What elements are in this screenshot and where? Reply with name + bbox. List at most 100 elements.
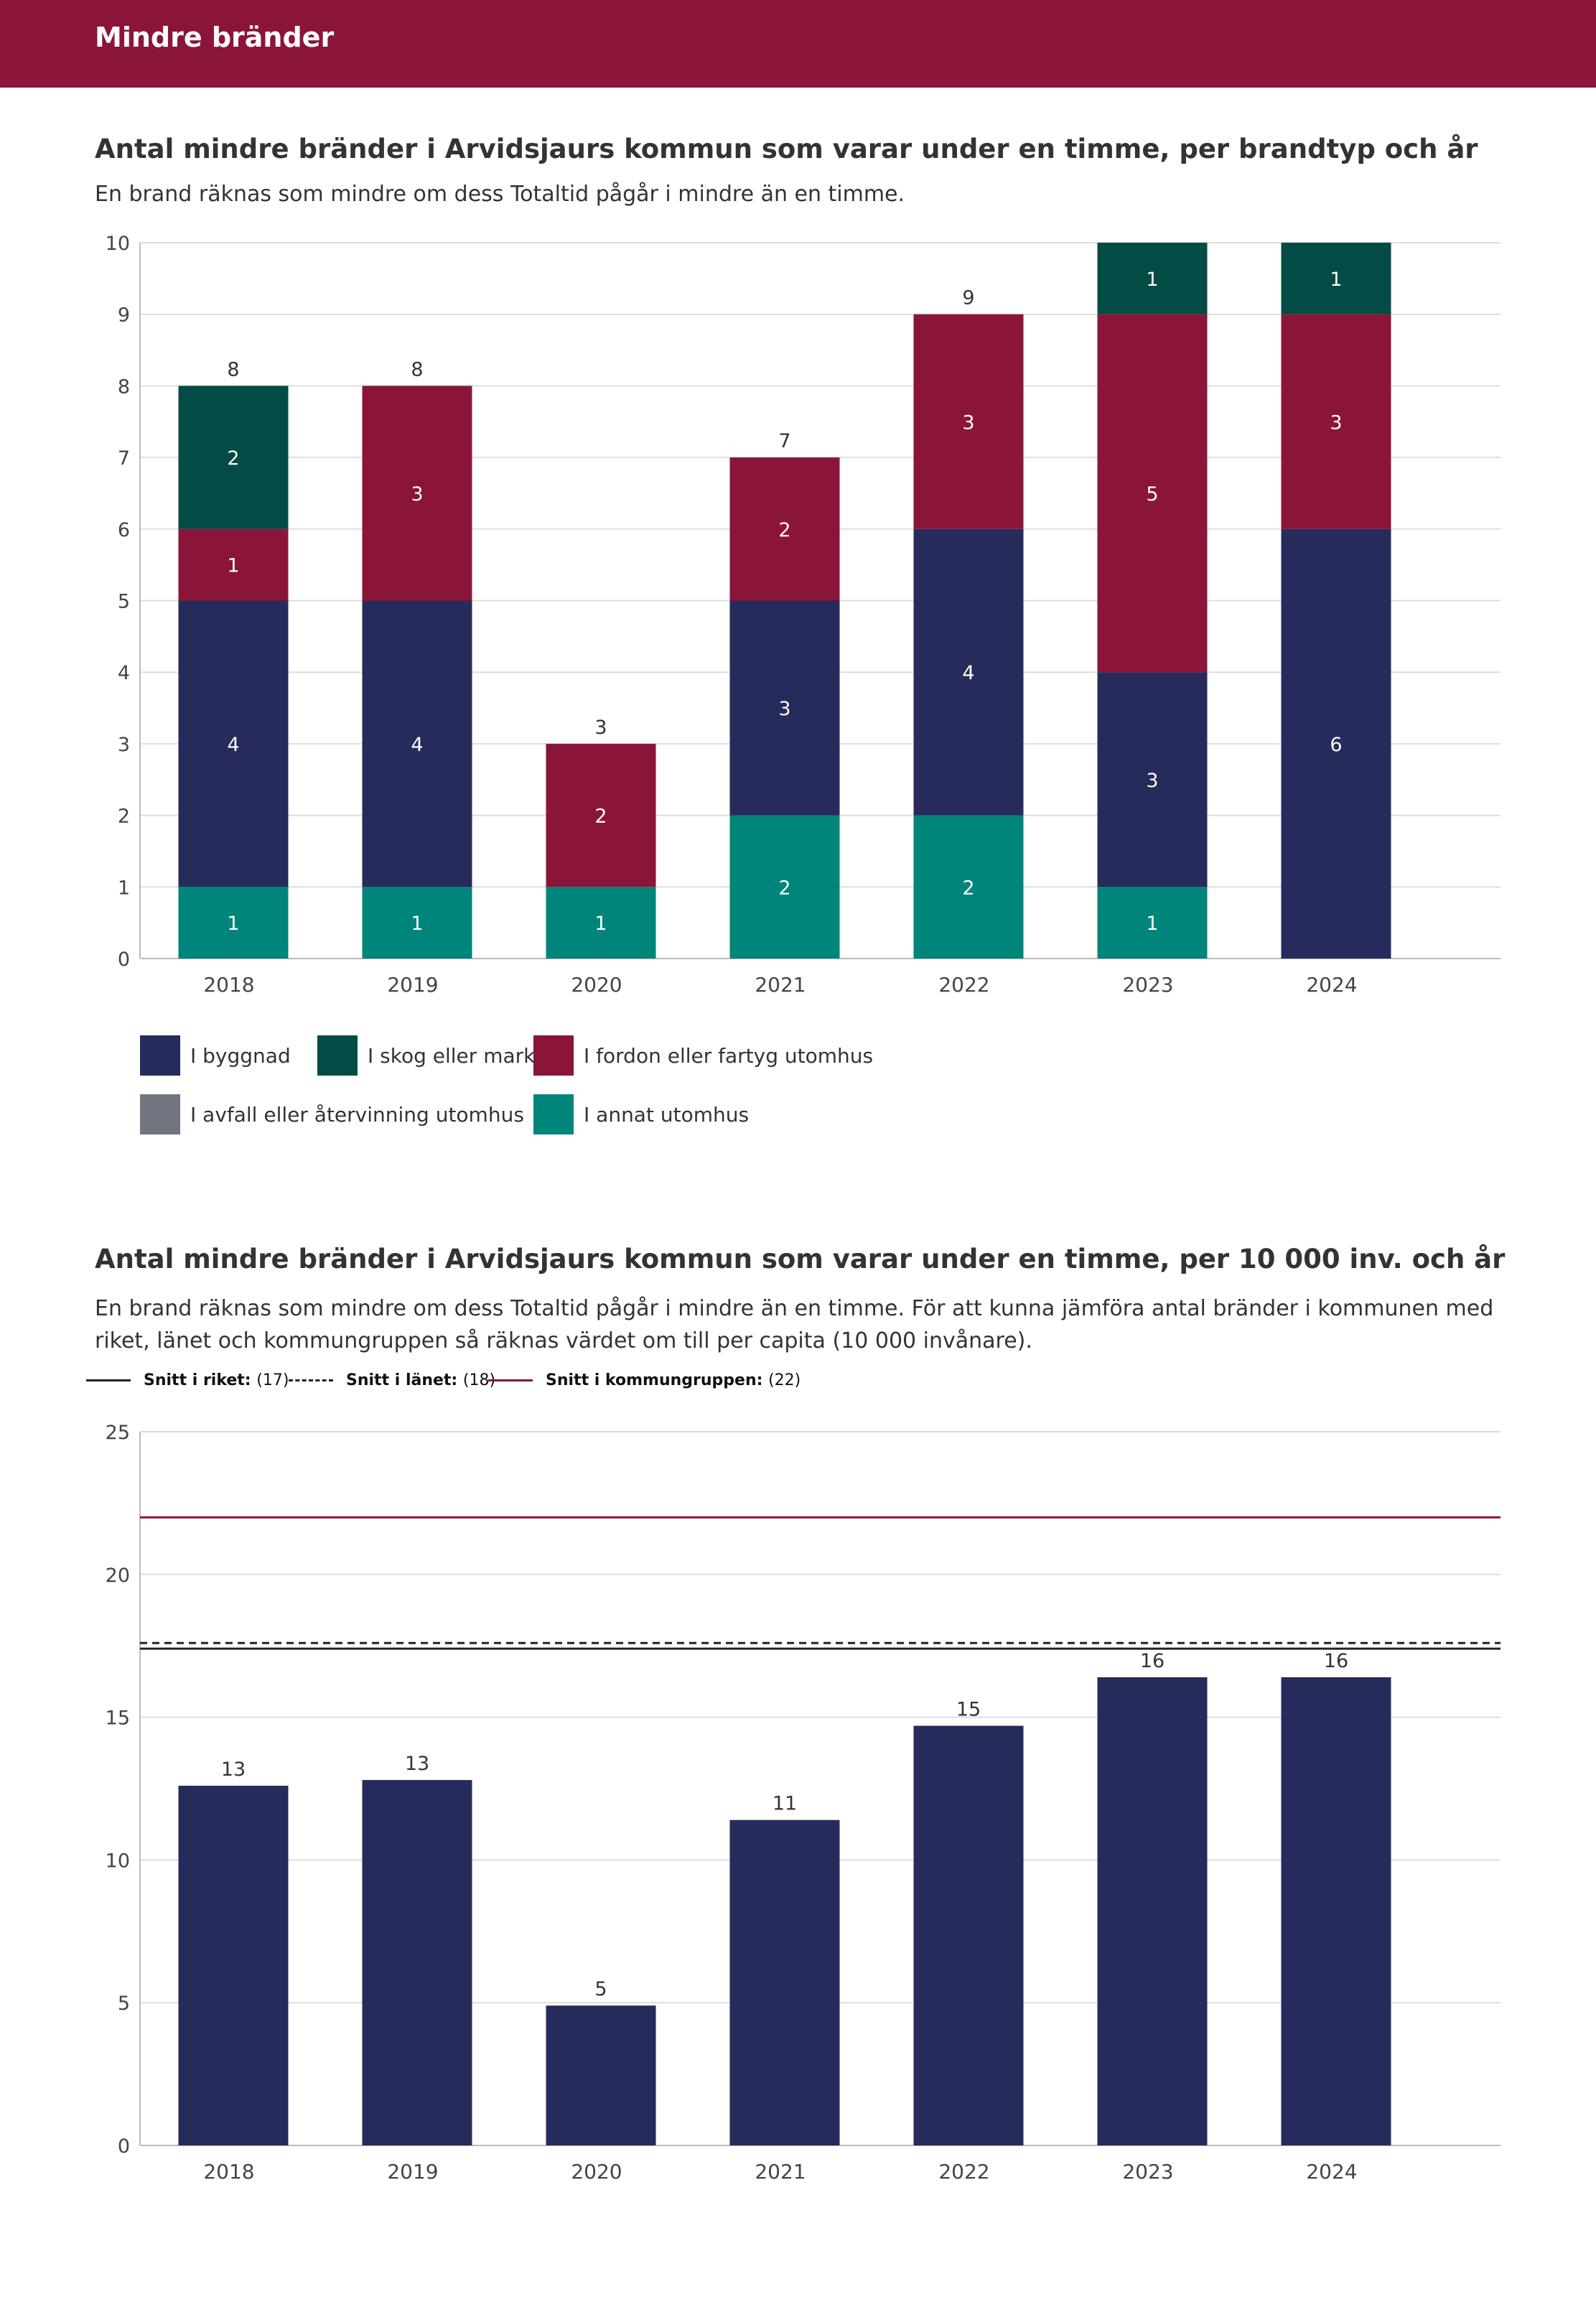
chart2-xtick-label: 2023 (1122, 2160, 1173, 2184)
chart2-ytick-label: 20 (106, 1565, 130, 1587)
chart2-xtick-label: 2019 (387, 2160, 438, 2184)
chart1-bar-fordon (913, 314, 1024, 529)
chart1-bar-fordon (546, 743, 656, 887)
chart1-bar-fordon (178, 528, 289, 601)
chart1-xtick-label: 2023 (1122, 973, 1173, 997)
chart2-bar (1281, 1677, 1391, 2145)
chart1-segment-label: 2 (227, 447, 239, 470)
chart1-bar-byggnad (913, 528, 1024, 816)
chart2-ytick-label: 25 (106, 1422, 130, 1444)
chart2-bar-label: 15 (956, 1699, 981, 1721)
chart1-bar-byggnad (729, 600, 840, 816)
chart2-bar (913, 1725, 1024, 2145)
chart2-bar (729, 1819, 840, 2145)
chart2-bar (362, 1780, 472, 2145)
chart2-bar-label: 11 (773, 1793, 797, 1815)
chart1-segment-label: 1 (1330, 269, 1342, 291)
chart1-segment-label: 4 (227, 734, 239, 756)
legend-item-skog: I skog eller mark (317, 1035, 535, 1076)
legend-label-fordon: I fordon eller fartyg utomhus (584, 1043, 874, 1068)
chart1-segment-label: 1 (1146, 269, 1158, 291)
chart1-segment-label: 2 (962, 877, 974, 899)
chart2-bar-label: 13 (405, 1753, 429, 1775)
chart1-bar-skog (1281, 243, 1391, 314)
legend-value-riket: (17) (256, 1371, 289, 1389)
legend-riket: Snitt i riket: (17) (86, 1371, 289, 1389)
chart1-segment-label: 2 (778, 877, 790, 899)
chart1-ytick-label: 8 (118, 376, 130, 398)
legend-label-riket: Snitt i riket: (17) (144, 1371, 289, 1389)
chart1-bar-fordon (362, 386, 472, 601)
chart1-ytick-label: 3 (118, 734, 130, 756)
chart2-bar (1097, 1677, 1208, 2145)
chart1-bar-fordon (729, 457, 840, 601)
chart2-title: Antal mindre bränder i Arvidsjaurs kommu… (95, 1244, 1506, 1274)
chart1-bar-fordon (1281, 314, 1391, 529)
chart2-bar (546, 2005, 656, 2145)
chart1-ytick-label: 1 (118, 877, 130, 899)
chart1-bar-annat (729, 815, 840, 959)
chart1-bar-skog (1097, 243, 1208, 314)
chart1-bar-byggnad (1097, 672, 1208, 887)
chart1-bar-annat (546, 887, 656, 959)
legend-swatch-byggnad (140, 1035, 180, 1076)
legend-swatch-skog (317, 1035, 358, 1076)
legend-name-kommungrupp: Snitt i kommungruppen: (546, 1371, 763, 1389)
chart1-bar-annat (362, 887, 472, 959)
legend-item-annat: I annat utomhus (533, 1094, 749, 1134)
chart1-xtick-label: 2018 (203, 973, 254, 997)
legend-label-kommungrupp: Snitt i kommungruppen: (22) (546, 1371, 801, 1389)
chart1-bar-skog (178, 386, 289, 529)
legend-name-lanet: Snitt i länet: (346, 1371, 458, 1389)
chart1-segment-label: 3 (1146, 770, 1158, 792)
chart2-ytick-label: 15 (106, 1707, 130, 1730)
chart2-xtick-label: 2020 (571, 2160, 622, 2184)
chart1-title: Antal mindre bränder i Arvidsjaurs kommu… (95, 134, 1478, 164)
chart1-segment-label: 4 (962, 662, 974, 684)
chart1-ytick-label: 7 (118, 447, 130, 470)
chart1-ytick-label: 4 (118, 662, 130, 684)
chart1-segment-label: 5 (1146, 483, 1158, 505)
legend-item-byggnad: I byggnad (140, 1035, 291, 1076)
chart1-segment-label: 4 (411, 734, 423, 756)
legend-item-fordon: I fordon eller fartyg utomhus (533, 1035, 873, 1076)
chart1-segment-label: 1 (227, 913, 239, 935)
chart1-segment-label: 3 (778, 698, 790, 720)
chart2-bar-label: 13 (221, 1758, 246, 1781)
chart1-bar-annat (1097, 887, 1208, 959)
chart1-segment-label: 3 (962, 411, 974, 434)
legend-swatch-annat (533, 1094, 574, 1134)
chart1-total-label: 3 (594, 717, 607, 739)
chart2-ytick-label: 10 (106, 1850, 130, 1872)
chart1-total-label: 8 (227, 358, 239, 381)
chart1-xtick-label: 2019 (387, 973, 438, 997)
page-title: Mindre bränder (95, 22, 335, 53)
legend-swatch-fordon (533, 1035, 574, 1076)
chart2-bar (178, 1786, 289, 2145)
legend-kommungrupp: Snitt i kommungruppen: (22) (488, 1371, 801, 1389)
chart1-ytick-label: 2 (118, 806, 130, 828)
chart1-ytick-label: 10 (106, 233, 130, 255)
legend-label-skog: I skog eller mark (368, 1043, 536, 1068)
chart1-legend: I byggnad I skog eller mark I fordon ell… (140, 1035, 930, 1157)
legend-label-lanet: Snitt i länet: (18) (346, 1371, 495, 1389)
legend-line-lanet (289, 1379, 333, 1381)
chart1-segment-label: 1 (1146, 913, 1158, 935)
chart2-xtick-label: 2018 (203, 2160, 254, 2184)
chart2-xtick-label: 2022 (938, 2160, 989, 2184)
chart2-reference-legend: Snitt i riket: (17) Snitt i länet: (18) … (86, 1371, 948, 1400)
chart1-segment-label: 1 (227, 555, 239, 577)
legend-line-kommungrupp (488, 1379, 533, 1381)
chart1-segment-label: 3 (1330, 411, 1342, 434)
chart1-segment-label: 2 (778, 519, 790, 541)
chart2-xtick-label: 2024 (1306, 2160, 1357, 2184)
chart2-ytick-label: 5 (118, 1993, 130, 2015)
chart1-xtick-label: 2021 (755, 973, 806, 997)
chart1-bar-annat (178, 887, 289, 959)
chart1-ytick-label: 5 (118, 591, 130, 613)
page-header: Mindre bränder (0, 0, 1596, 88)
legend-value-kommungrupp: (22) (768, 1371, 801, 1389)
chart2-bar-label: 16 (1140, 1650, 1165, 1672)
chart2-xtick-label: 2021 (755, 2160, 806, 2184)
